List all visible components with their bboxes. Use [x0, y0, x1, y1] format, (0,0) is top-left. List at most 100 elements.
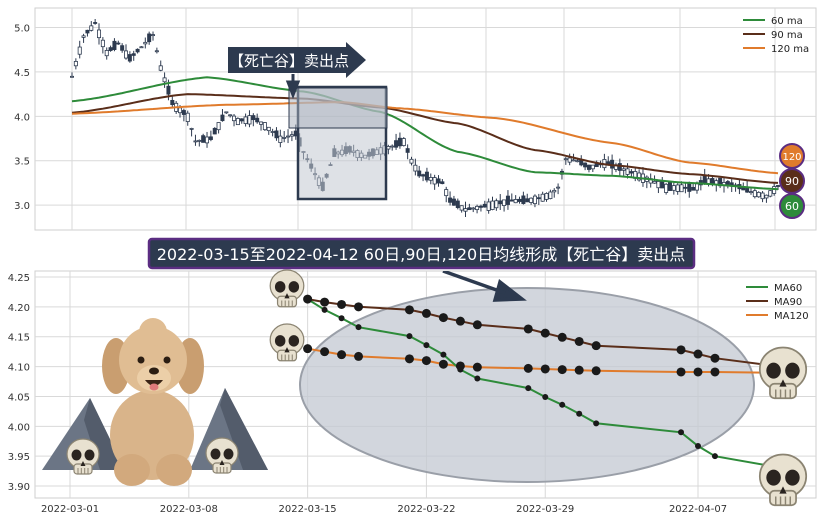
bottom-point-ma120 [404, 354, 414, 364]
skull-nose [779, 379, 787, 387]
candle-body [170, 99, 175, 105]
candle-body [764, 194, 769, 199]
candle-body [691, 186, 696, 191]
candle-body [675, 184, 680, 192]
bottom-point-ma120 [523, 363, 533, 373]
bottom-point-ma60 [576, 410, 583, 417]
sell-point-arrow-callout: 【死亡谷】卖出点 [228, 42, 366, 100]
skull-nose [284, 293, 290, 299]
candle-body [455, 200, 460, 209]
bottom-point-ma120 [320, 347, 330, 357]
candle-body [428, 177, 433, 181]
candle-body [154, 50, 159, 53]
bottom-y-tick-label: 4.15 [8, 333, 30, 344]
candle-body [266, 126, 271, 132]
candle-body [282, 137, 287, 139]
skull-icon [758, 453, 808, 507]
candle-body [509, 199, 514, 202]
death-valley-crossing-box [288, 87, 388, 129]
candle-body [243, 116, 248, 125]
top-plot-frame [34, 7, 817, 231]
bottom-point-ma60 [711, 453, 718, 460]
bottom-point-ma120 [591, 366, 601, 376]
candle-body [247, 115, 252, 125]
candle-body [124, 50, 129, 59]
bottom-point-ma90 [676, 345, 686, 355]
candle-body [621, 168, 626, 171]
bottom-point-ma90 [320, 297, 330, 307]
candle-body [112, 40, 117, 50]
candle-body [158, 65, 163, 71]
candle-body [97, 29, 102, 39]
bottom-point-ma90 [523, 324, 533, 334]
candle-body [513, 199, 518, 204]
bottom-x-tick-label: 2022-04-07 [669, 504, 727, 515]
poodle-topknot [139, 318, 167, 346]
bottom-point-ma90 [438, 313, 448, 323]
candle-body [629, 171, 634, 174]
bottom-point-ma90 [404, 305, 414, 315]
candle-body [625, 168, 630, 175]
candle-body [178, 107, 183, 114]
ma-badges: 120 90 60 [779, 143, 805, 219]
bottom-point-ma90 [591, 341, 601, 351]
poodle-nose [149, 367, 159, 375]
skull-nose [779, 486, 787, 494]
bottom-point-ma60 [678, 429, 685, 436]
bottom-point-ma120 [710, 367, 720, 377]
skull-eye-right [288, 335, 300, 347]
bottom-point-ma60 [338, 315, 345, 322]
candle-body [270, 131, 275, 133]
bottom-x-tick-labels: 2022-03-01 2022-03-08 2022-03-15 2022-03-22… [41, 504, 727, 515]
bottom-point-ma120 [676, 367, 686, 377]
top-legend: 60 ma 90 ma 120 ma [743, 16, 809, 55]
candle-body [394, 140, 399, 148]
candle-body [286, 135, 291, 138]
candle-body [529, 197, 534, 203]
top-y-tick-label: 4.0 [14, 112, 30, 123]
candle-body [147, 33, 152, 43]
callout-arrow-label: 【死亡谷】卖出点 [229, 52, 349, 70]
candle-body [671, 185, 676, 191]
candle-body [583, 162, 588, 168]
candle-body [540, 193, 545, 202]
candle-body [216, 122, 221, 131]
skull-eye-right [785, 469, 800, 486]
candle-body [235, 118, 240, 126]
skull-eye-left [766, 469, 781, 486]
bottom-point-ma60 [304, 296, 311, 303]
skull-eye-right [288, 281, 300, 293]
candle-body [401, 138, 406, 147]
bottom-y-tick-label: 4.05 [8, 392, 30, 403]
candle-body [748, 191, 753, 194]
candle-body [162, 77, 167, 83]
badge-60-circle [779, 193, 805, 219]
candle-body [463, 208, 468, 212]
bottom-point-ma120 [354, 351, 364, 361]
bottom-y-tick-label: 4.10 [8, 363, 30, 374]
bottom-y-tick-label: 3.95 [8, 452, 30, 463]
candle-body [100, 39, 105, 48]
bottom-point-ma60 [423, 342, 430, 349]
top-y-tick-label: 4.5 [14, 68, 30, 79]
skull-decorations [66, 269, 808, 507]
bottom-point-ma90 [455, 316, 465, 326]
bottom-point-ma60 [593, 420, 600, 427]
legend-label-MA90: MA90 [774, 297, 802, 308]
ma120-line [71, 101, 779, 175]
candle-body [482, 203, 487, 208]
candle-body [617, 163, 622, 171]
bottom-point-ma60 [321, 306, 328, 313]
candle-body [127, 54, 132, 62]
top-chart-panel: 3.0 3.5 4.0 4.5 5.0 【死亡谷】卖出点 60 ma 90 ma 120… [14, 7, 817, 231]
candle-body [397, 137, 402, 147]
candle-body [467, 207, 472, 211]
poodle-muzzle [137, 365, 171, 391]
candle-body [390, 145, 395, 148]
candle-body [70, 75, 75, 78]
bottom-point-ma90 [354, 302, 364, 312]
badge-60-label: 60 [785, 200, 799, 213]
legend-label-MA60: MA60 [774, 283, 802, 294]
skull-eye-left [766, 362, 781, 379]
candle-body [475, 205, 480, 211]
